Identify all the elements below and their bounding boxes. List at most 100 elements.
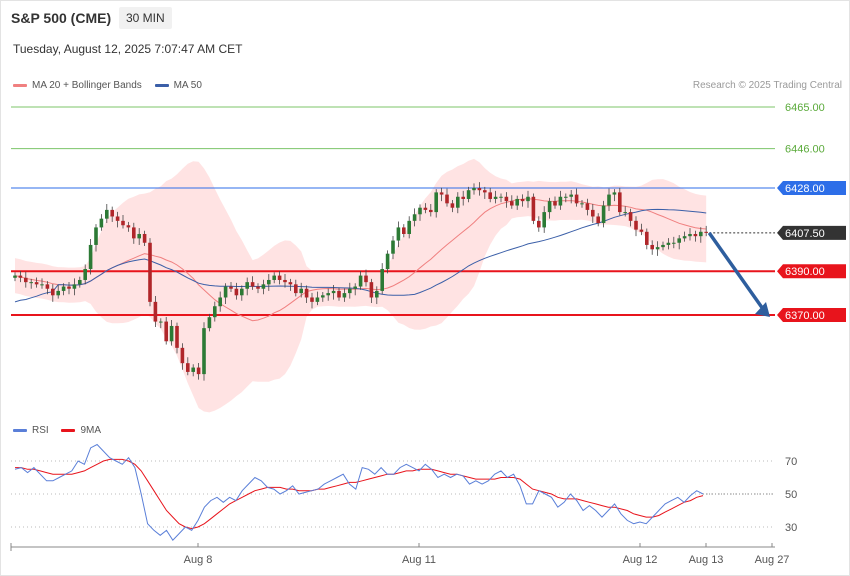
candle-body — [483, 190, 487, 193]
candle — [288, 278, 293, 291]
candle-body — [558, 196, 563, 206]
candle-body — [526, 196, 530, 202]
candle-body — [315, 297, 320, 302]
candle — [267, 274, 271, 291]
candle-body — [88, 244, 93, 270]
candle-body — [191, 367, 195, 372]
report-datetime: Tuesday, August 12, 2025 7:07:47 AM CET — [13, 42, 243, 56]
candle — [223, 283, 228, 305]
candle — [564, 193, 568, 203]
candle — [277, 270, 282, 285]
legend-label-ma50: MA 50 — [173, 80, 202, 91]
candle-body — [24, 277, 28, 283]
candle-body — [493, 196, 498, 199]
candle — [18, 270, 23, 283]
legend-swatch-ma20 — [13, 83, 27, 87]
candle-body — [169, 325, 174, 342]
level-label: 6370.00 — [785, 310, 825, 322]
candle-body — [628, 212, 633, 221]
candle-body — [477, 188, 482, 191]
candle-body — [391, 240, 395, 254]
candle — [256, 283, 260, 294]
candle — [358, 270, 363, 290]
candle — [202, 322, 206, 381]
candle-body — [612, 192, 617, 195]
candle-body — [164, 321, 168, 342]
candle-body — [553, 201, 557, 206]
candle — [580, 200, 584, 208]
candle — [13, 272, 17, 282]
candle-body — [607, 194, 611, 206]
candle — [272, 272, 276, 284]
candle-body — [499, 196, 503, 198]
candle — [499, 193, 503, 203]
level-label: 6446.00 — [785, 144, 825, 156]
candle-body — [202, 328, 206, 375]
instrument-title: S&P 500 (CME) — [11, 10, 112, 26]
x-tick-label: Aug 8 — [184, 554, 213, 566]
candle — [607, 188, 611, 211]
candle — [180, 343, 185, 370]
candle — [51, 284, 55, 302]
candle-body — [531, 196, 536, 221]
candle-body — [240, 288, 244, 296]
candle-body — [423, 207, 428, 210]
candle-body — [277, 275, 282, 280]
candle-body — [634, 220, 638, 230]
candle — [699, 227, 703, 243]
candle — [67, 281, 71, 295]
candle — [429, 203, 433, 217]
timeframe-badge[interactable]: 30 MIN — [119, 7, 172, 29]
candle-body — [67, 286, 71, 289]
candle-body — [601, 205, 606, 224]
candle-body — [331, 290, 336, 294]
candle-body — [618, 192, 622, 213]
candle — [342, 288, 347, 302]
level-label: 6407.50 — [785, 228, 825, 240]
level-lines-layer — [11, 106, 775, 316]
candle-body — [547, 201, 552, 213]
candle-body — [137, 233, 141, 239]
level-label: 6390.00 — [785, 266, 825, 278]
candle-body — [591, 209, 595, 217]
x-tick-label: Aug 13 — [689, 554, 724, 566]
candle — [618, 187, 622, 216]
candle — [655, 241, 660, 256]
rsi-legend: RSI 9MA — [13, 425, 111, 436]
candle-body — [396, 227, 401, 241]
candle — [402, 224, 406, 238]
candle — [585, 198, 590, 216]
legend-label-ma20: MA 20 + Bollinger Bands — [32, 80, 142, 91]
candle — [29, 278, 33, 289]
candle-body — [682, 236, 687, 239]
candle-body — [34, 282, 39, 285]
candle — [558, 190, 563, 210]
candle-body — [461, 196, 465, 199]
candle — [72, 278, 77, 296]
rsi-tick-label: 30 — [785, 522, 797, 534]
candle-body — [218, 297, 222, 307]
candle-body — [342, 293, 347, 298]
candle-body — [272, 275, 276, 280]
candle — [445, 188, 449, 207]
candle-body — [267, 279, 271, 285]
candle — [94, 224, 98, 252]
candle — [520, 194, 525, 207]
candle-body — [623, 212, 627, 214]
candle — [110, 206, 114, 222]
candle-body — [121, 220, 125, 226]
candle-body — [699, 231, 703, 237]
candle — [547, 197, 552, 219]
legend-swatch-ma50 — [154, 83, 169, 87]
candle — [337, 287, 341, 301]
x-tick-label: Aug 11 — [402, 554, 436, 566]
candle — [245, 277, 249, 296]
projection-layer — [707, 231, 770, 317]
candle — [191, 364, 195, 377]
candle-body — [445, 194, 449, 204]
candle — [45, 281, 50, 295]
candle — [348, 282, 352, 299]
candle-body — [83, 269, 87, 280]
candle — [531, 193, 536, 225]
